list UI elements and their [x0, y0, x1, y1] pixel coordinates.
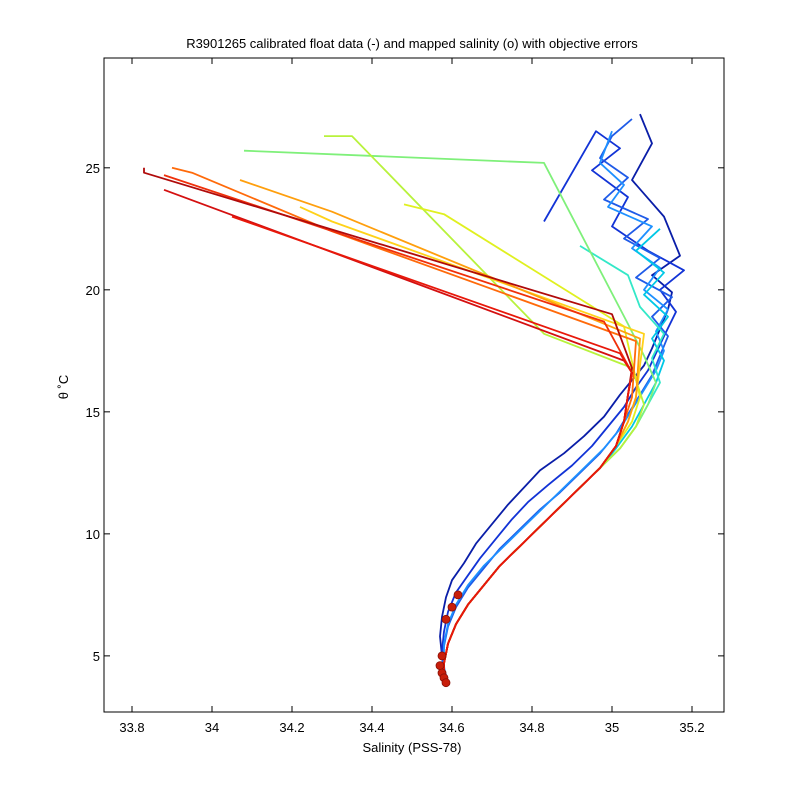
x-tick-label: 35	[605, 720, 619, 735]
profile-line-15	[143, 167, 633, 683]
x-tick-label: 34	[205, 720, 219, 735]
x-tick-label: 33.8	[119, 720, 144, 735]
profile-line-7	[243, 149, 657, 683]
mapped-salinity-point	[453, 590, 463, 600]
x-axis-label: Salinity (PSS-78)	[363, 740, 462, 755]
y-tick-label: 25	[86, 161, 100, 176]
y-tick-label: 20	[86, 283, 100, 298]
profile-line-1	[439, 113, 681, 686]
series-layer	[143, 113, 685, 686]
y-tick-label: 10	[86, 527, 100, 542]
mapped-salinity-point	[441, 614, 451, 624]
x-tick-label: 35.2	[679, 720, 704, 735]
x-axis: 33.8 34 34.2 34.4 34.6 34.8 35 35.2	[119, 58, 705, 735]
profile-line-12	[171, 166, 637, 683]
y-axis-label: θ ˚C	[56, 375, 71, 400]
mapped-points-layer	[435, 590, 463, 688]
chart-title: R3901265 calibrated float data (-) and m…	[186, 36, 638, 51]
mapped-salinity-point	[447, 602, 457, 612]
profile-line-11	[239, 179, 641, 683]
x-tick-label: 34.2	[279, 720, 304, 735]
profile-line-2	[441, 130, 685, 683]
mapped-salinity-point	[441, 678, 451, 688]
y-axis: 5 10 15 20 25	[86, 161, 724, 664]
x-tick-label: 34.8	[519, 720, 544, 735]
profile-line-9	[403, 203, 641, 683]
x-tick-label: 34.4	[359, 720, 384, 735]
profile-line-14	[163, 188, 633, 683]
y-tick-label: 5	[93, 649, 100, 664]
x-tick-label: 34.6	[439, 720, 464, 735]
mapped-salinity-point	[435, 661, 445, 670]
profile-line-13	[163, 174, 633, 683]
y-tick-label: 15	[86, 405, 100, 420]
profile-line-8	[324, 135, 645, 683]
profile-line-16	[231, 215, 633, 683]
mapped-salinity-point	[437, 651, 447, 661]
plot-frame	[103, 57, 725, 713]
